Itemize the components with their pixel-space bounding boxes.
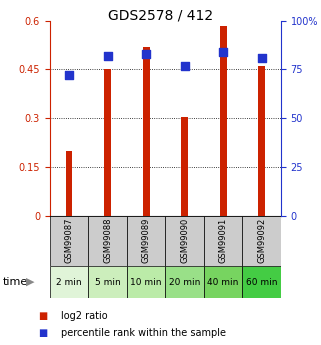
Bar: [258, 66, 265, 216]
Bar: [88, 216, 127, 266]
Bar: [104, 69, 111, 216]
Point: [182, 63, 187, 68]
Bar: [242, 266, 281, 298]
Bar: [50, 216, 88, 266]
Bar: [127, 266, 165, 298]
Text: GSM99091: GSM99091: [219, 218, 228, 263]
Bar: [242, 216, 281, 266]
Text: percentile rank within the sample: percentile rank within the sample: [61, 328, 226, 338]
Point: [105, 53, 110, 59]
Bar: [165, 266, 204, 298]
Bar: [165, 216, 204, 266]
Text: 5 min: 5 min: [95, 277, 120, 287]
Text: 40 min: 40 min: [207, 277, 239, 287]
Point: [66, 72, 72, 78]
Text: 20 min: 20 min: [169, 277, 200, 287]
Text: time: time: [3, 277, 29, 287]
Text: GSM99087: GSM99087: [65, 218, 74, 263]
Text: ■: ■: [39, 311, 48, 321]
Text: log2 ratio: log2 ratio: [61, 311, 108, 321]
Text: GSM99090: GSM99090: [180, 218, 189, 263]
Bar: [204, 266, 242, 298]
Point: [221, 49, 226, 55]
Bar: [204, 216, 242, 266]
Text: 2 min: 2 min: [56, 277, 82, 287]
Bar: [50, 266, 88, 298]
Text: GSM99092: GSM99092: [257, 218, 266, 263]
Text: GSM99089: GSM99089: [142, 218, 151, 263]
Text: 10 min: 10 min: [130, 277, 162, 287]
Text: ▶: ▶: [26, 277, 35, 287]
Bar: [181, 117, 188, 216]
Bar: [143, 47, 150, 216]
Text: GDS2578 / 412: GDS2578 / 412: [108, 9, 213, 23]
Point: [259, 55, 264, 60]
Point: [143, 51, 149, 57]
Bar: [88, 266, 127, 298]
Text: 60 min: 60 min: [246, 277, 277, 287]
Text: GSM99088: GSM99088: [103, 218, 112, 263]
Bar: [65, 151, 73, 216]
Bar: [220, 26, 227, 216]
Text: ■: ■: [39, 328, 48, 338]
Bar: [127, 216, 165, 266]
